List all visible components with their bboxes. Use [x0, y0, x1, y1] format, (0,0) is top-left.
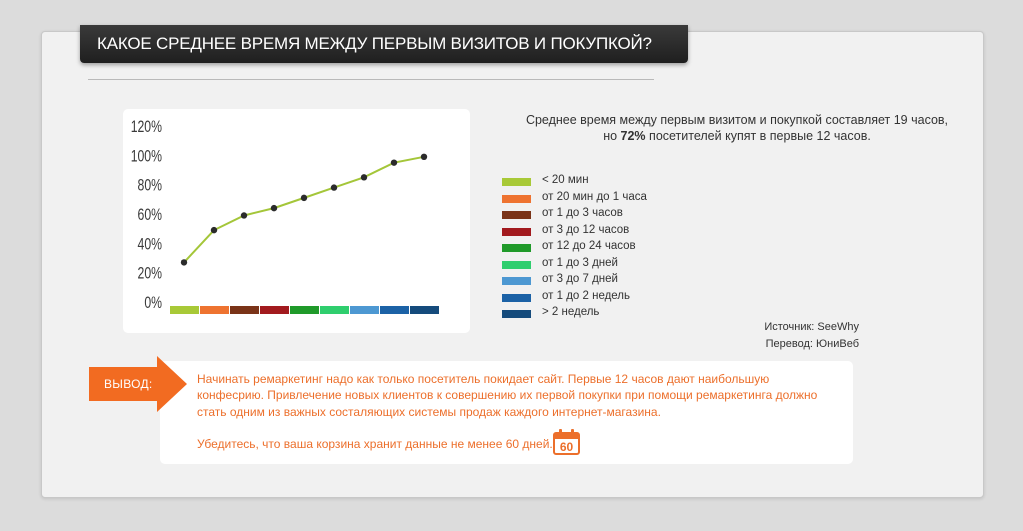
category-color-segment — [320, 306, 349, 314]
calendar-icon-number: 60 — [560, 440, 574, 454]
category-color-segment — [230, 306, 259, 314]
legend-swatch — [502, 211, 531, 219]
source-line: Источник: SeeWhy — [764, 321, 859, 333]
legend-swatch — [502, 293, 531, 302]
category-color-segment — [290, 306, 319, 314]
legend-item: > 2 недель — [502, 304, 702, 321]
calendar-icon: 60 — [553, 429, 580, 455]
legend-item: от 1 до 3 дней — [502, 255, 702, 272]
data-point — [210, 226, 218, 234]
legend-item: от 1 до 3 часов — [502, 205, 702, 222]
y-tick-label: 100% — [131, 148, 162, 166]
legend-item: от 20 мин до 1 часа — [502, 189, 702, 206]
category-color-segment — [350, 306, 379, 314]
legend-item: от 12 до 24 часов — [502, 238, 702, 255]
title-banner: КАКОЕ СРЕДНЕЕ ВРЕМЯ МЕЖДУ ПЕРВЫМ ВИЗИТОВ… — [80, 25, 688, 63]
category-color-segment — [380, 306, 409, 314]
summary-line-2-before: но — [603, 129, 618, 143]
summary-line-2: но 72% посетителей купят в первые 12 час… — [502, 128, 972, 144]
conclusion-box — [160, 361, 853, 464]
category-color-segment — [170, 306, 199, 314]
legend-swatch — [502, 260, 531, 269]
series-points-group — [180, 153, 428, 266]
chart-panel — [123, 109, 470, 333]
y-tick-label: 40% — [138, 236, 162, 254]
series-line — [183, 155, 425, 264]
data-point — [390, 159, 398, 166]
y-tick-label: 80% — [138, 177, 162, 195]
category-color-bar — [170, 306, 439, 314]
data-point — [360, 174, 368, 181]
category-color-segment — [260, 306, 289, 314]
legend-item: от 3 до 7 дней — [502, 271, 702, 288]
summary-line-2-after: посетителей купят в первые 12 часов. — [649, 129, 871, 143]
page-title: КАКОЕ СРЕДНЕЕ ВРЕМЯ МЕЖДУ ПЕРВЫМ ВИЗИТОВ… — [97, 34, 652, 53]
legend-swatch — [502, 244, 531, 252]
conclusion-text: Начинать ремаркетинг надо как только пос… — [197, 371, 837, 452]
conclusion-paragraph-1: Начинать ремаркетинг надо как только пос… — [197, 372, 818, 419]
translation-line: Перевод: ЮниВеб — [765, 338, 859, 350]
legend-label: от 1 до 3 дней — [542, 256, 618, 269]
y-tick-label: 20% — [138, 265, 162, 283]
conclusion-paragraph-2: Убедитесь, что ваша корзина хранит данны… — [197, 436, 553, 451]
legend-item: от 1 до 2 недель — [502, 288, 702, 305]
chart-legend: < 20 мин от 20 мин до 1 часа от 1 до 3 час… — [502, 172, 702, 321]
data-point — [180, 259, 188, 266]
data-point — [420, 153, 428, 160]
legend-swatch — [502, 310, 531, 318]
legend-swatch — [502, 194, 531, 203]
data-point — [270, 204, 278, 212]
summary-highlight-percent: 72% — [620, 129, 646, 143]
title-divider — [88, 79, 654, 80]
line-chart: 0% 20% 40% 60% 80% 100% 120% — [131, 118, 439, 314]
legend-label: > 2 недель — [542, 306, 600, 318]
legend-label: от 1 до 3 часов — [542, 207, 623, 219]
data-point — [300, 194, 308, 202]
data-point — [240, 212, 248, 219]
y-axis-ticks: 0% 20% 40% 60% 80% 100% 120% — [131, 118, 162, 312]
source-credits: Источник: SeeWhy Перевод: ЮниВеб — [764, 319, 859, 353]
legend-swatch — [502, 178, 531, 186]
summary-text: Среднее время между первым визитом и пок… — [502, 112, 972, 144]
legend-item: < 20 мин — [502, 172, 702, 189]
legend-label: от 20 мин до 1 часа — [542, 190, 647, 203]
series-line-group — [183, 155, 425, 264]
legend-label: от 1 до 2 недель — [542, 289, 631, 302]
summary-line-1: Среднее время между первым визитом и пок… — [525, 113, 949, 127]
data-point — [330, 184, 338, 191]
y-tick-label: 120% — [131, 118, 162, 136]
y-tick-label: 0% — [144, 294, 162, 312]
legend-label: от 3 до 12 часов — [542, 223, 630, 236]
legend-swatch — [502, 277, 531, 285]
legend-label: от 3 до 7 дней — [542, 273, 618, 285]
y-tick-label: 60% — [138, 206, 162, 224]
legend-label: от 12 до 24 часов — [542, 240, 636, 252]
legend-label: < 20 мин — [542, 174, 589, 186]
legend-swatch — [502, 227, 531, 236]
legend-item: от 3 до 12 часов — [502, 222, 702, 239]
conclusion-label: ВЫВОД: — [104, 377, 153, 391]
category-color-segment — [200, 306, 229, 314]
category-color-segment — [410, 306, 439, 314]
conclusion-arrow-icon — [89, 356, 187, 412]
